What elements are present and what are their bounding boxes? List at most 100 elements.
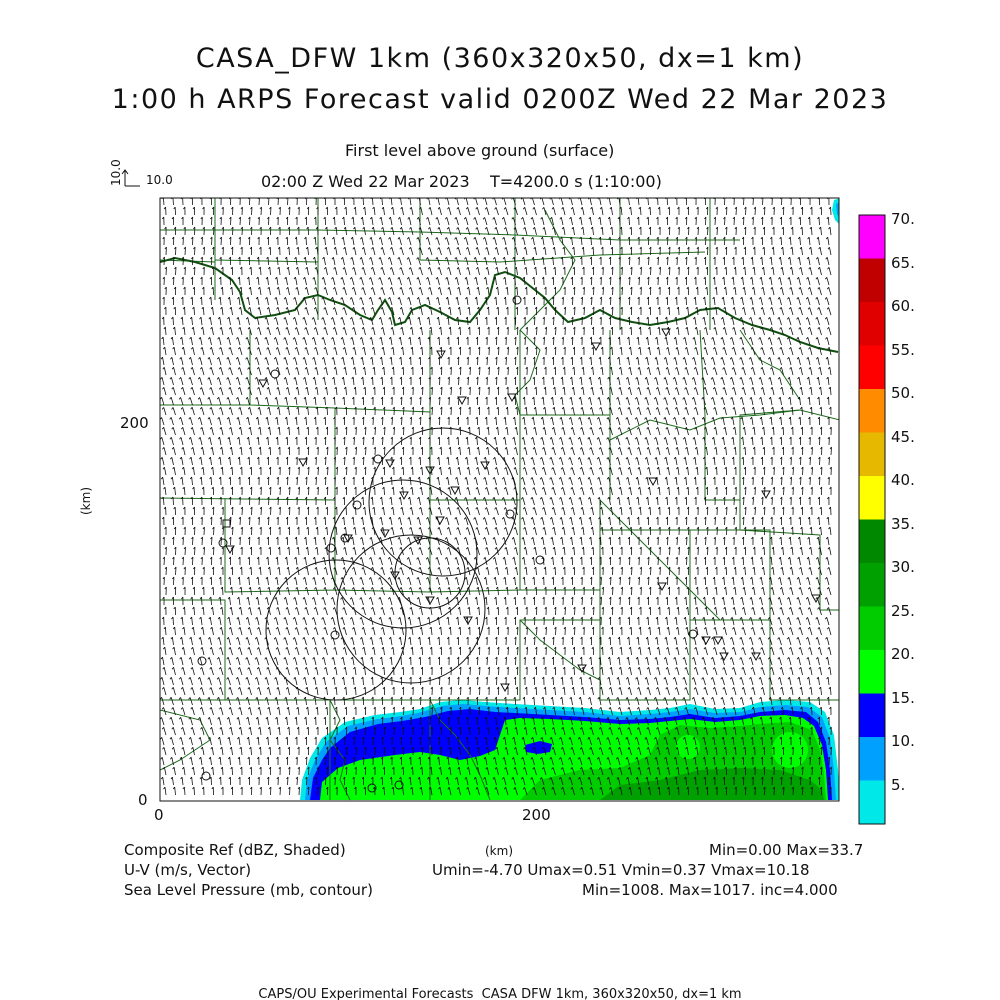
station-marker [340, 533, 350, 543]
station-marker [450, 486, 460, 496]
legend-wind-range: Umin=-4.70 Umax=0.51 Vmin=0.37 Vmax=10.1… [432, 861, 810, 879]
colorbar-swatch [859, 389, 885, 433]
title-line-1: CASA_DFW 1km (360x320x50, dx=1 km) [195, 43, 805, 74]
colorbar-swatch [859, 693, 885, 737]
legend-pressure: Sea Level Pressure (mb, contour) [124, 881, 373, 899]
state-boundary [160, 256, 839, 353]
colorbar-label: 40. [891, 471, 915, 489]
colorbar-frame [858, 214, 886, 825]
station-marker [367, 783, 377, 793]
vector-key-arrow [121, 169, 140, 187]
station-marker [480, 461, 490, 471]
station-marker [811, 594, 821, 604]
colorbar-swatch [859, 737, 885, 781]
station-marker [463, 616, 473, 626]
station-marker [330, 630, 340, 640]
title-line-2: 1:00 h ARPS Forecast valid 0200Z Wed 22 … [111, 84, 889, 115]
station-marker [326, 543, 336, 553]
legend-reflectivity: Composite Ref (dBZ, Shaded) [124, 841, 346, 859]
colorbar-label: 10. [891, 732, 915, 750]
station-marker [701, 636, 711, 646]
station-marker [713, 636, 723, 646]
colorbar-label: 55. [891, 340, 915, 359]
station-marker [500, 683, 510, 693]
wind-vector-arrows [160, 198, 832, 796]
colorbar-label: 50. [891, 384, 915, 402]
station-marker [270, 369, 280, 379]
colorbar-swatch [859, 563, 885, 607]
station-marker [505, 509, 515, 519]
station-marker [435, 516, 445, 526]
station-marker [373, 454, 383, 464]
wind-vectors [160, 198, 832, 796]
station-marker [222, 519, 231, 528]
colorbar-swatch [859, 302, 885, 346]
y-tick-label: 0 [138, 791, 148, 809]
colorbar [858, 214, 886, 825]
colorbar-label: 60. [891, 297, 915, 315]
x-axis-label: (km) [485, 844, 514, 858]
station-marker [385, 459, 395, 469]
station-marker [352, 500, 362, 510]
station-marker [425, 596, 435, 606]
station-marker [657, 582, 667, 592]
station-marker [298, 458, 308, 468]
station-marker [751, 652, 761, 662]
station-marker [413, 536, 423, 546]
vector-key-label: 10.0 [146, 173, 173, 187]
station-marker [201, 771, 211, 781]
colorbar-swatch [859, 258, 885, 302]
station-marker [661, 328, 671, 338]
level-label: First level above ground (surface) [345, 141, 615, 160]
colorbar-swatch [859, 215, 885, 259]
colorbar-swatch [859, 432, 885, 476]
colorbar-swatch [859, 345, 885, 389]
colorbar-swatch [859, 476, 885, 520]
colorbar-label: 5. [891, 775, 906, 794]
colorbar-swatch [859, 650, 885, 694]
colorbar-swatch [859, 780, 885, 824]
y-tick-label: 200 [120, 414, 149, 432]
valid-time-label: 02:00 Z Wed 22 Mar 2023 T=4200.0 s (1:10… [261, 172, 662, 191]
x-tick-label: 0 [154, 806, 164, 824]
legend-pressure-range: Min=1008. Max=1017. inc=4.000 [582, 881, 838, 899]
station-marker [225, 545, 235, 555]
colorbar-label: 70. [891, 210, 915, 228]
pressure-contours [265, 427, 518, 701]
station-marker [648, 477, 658, 487]
station-marker [688, 629, 698, 639]
station-marker [425, 466, 435, 476]
colorbar-swatch [859, 519, 885, 563]
station-marker [577, 664, 587, 674]
footer-credit: CAPS/OU Experimental Forecasts CASA DFW … [258, 987, 742, 1000]
station-marker [436, 350, 446, 360]
station-marker [507, 393, 517, 403]
station-marker [512, 295, 522, 305]
legend-wind: U-V (m/s, Vector) [124, 861, 252, 879]
station-marker [394, 780, 404, 790]
station-marker [535, 555, 545, 565]
legend-reflectivity-range: Min=0.00 Max=33.7 [709, 841, 864, 859]
station-marker [761, 490, 771, 500]
colorbar-label: 35. [891, 514, 915, 533]
colorbar-label: 65. [891, 253, 915, 272]
station-marker [197, 656, 207, 666]
station-marker [591, 342, 601, 352]
colorbar-label: 30. [891, 558, 915, 576]
station-marker [457, 396, 467, 406]
plot-frame [159, 197, 840, 802]
colorbar-label: 25. [891, 601, 915, 620]
station-marker [218, 538, 228, 548]
station-marker [258, 379, 268, 389]
station-marker [380, 529, 390, 539]
reflectivity-field [300, 198, 839, 800]
station-marker [390, 571, 400, 581]
colorbar-label: 15. [891, 688, 915, 707]
colorbar-label: 45. [891, 427, 915, 446]
station-marker [399, 491, 409, 501]
station-markers [197, 295, 821, 793]
x-tick-label: 200 [522, 806, 551, 824]
station-marker [719, 652, 729, 662]
